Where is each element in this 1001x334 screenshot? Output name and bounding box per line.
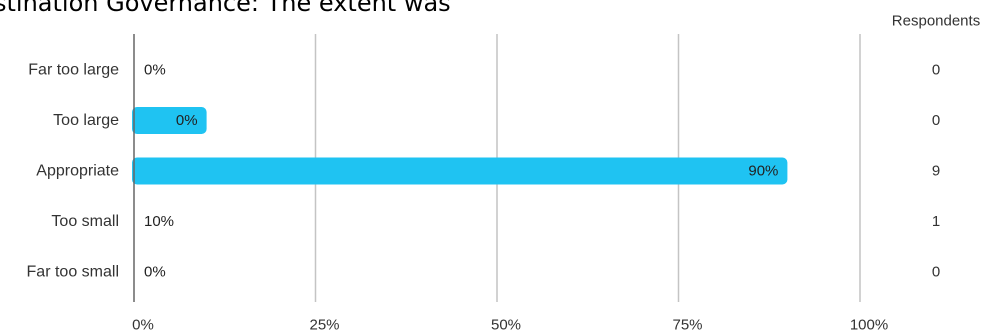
respondent-count: 1 (932, 213, 940, 230)
x-tick-label: 0% (132, 317, 154, 334)
x-tick-label: 100% (850, 317, 888, 334)
category-label: Far too small (27, 264, 119, 281)
respondent-count: 0 (932, 62, 940, 79)
respondents-header: Respondents (892, 13, 980, 30)
bar (132, 107, 207, 134)
x-tick-label: 25% (309, 317, 339, 334)
data-label: 0% (144, 264, 166, 281)
x-tick-label: 50% (491, 317, 521, 334)
data-label: 0% (176, 112, 198, 129)
respondent-count: 9 (932, 163, 940, 180)
category-label: Appropriate (36, 163, 119, 180)
category-label: Too large (53, 112, 119, 129)
page-title: stination Governance: The extent was (0, 0, 451, 17)
x-tick-label: 75% (672, 317, 702, 334)
category-label: Far too large (28, 62, 119, 79)
bar (132, 157, 788, 185)
respondent-count: 0 (932, 112, 940, 129)
respondent-count: 0 (932, 264, 940, 281)
category-label: Too small (51, 213, 119, 230)
data-label: 10% (144, 213, 174, 230)
data-label: 90% (748, 163, 778, 180)
data-label: 0% (144, 62, 166, 79)
